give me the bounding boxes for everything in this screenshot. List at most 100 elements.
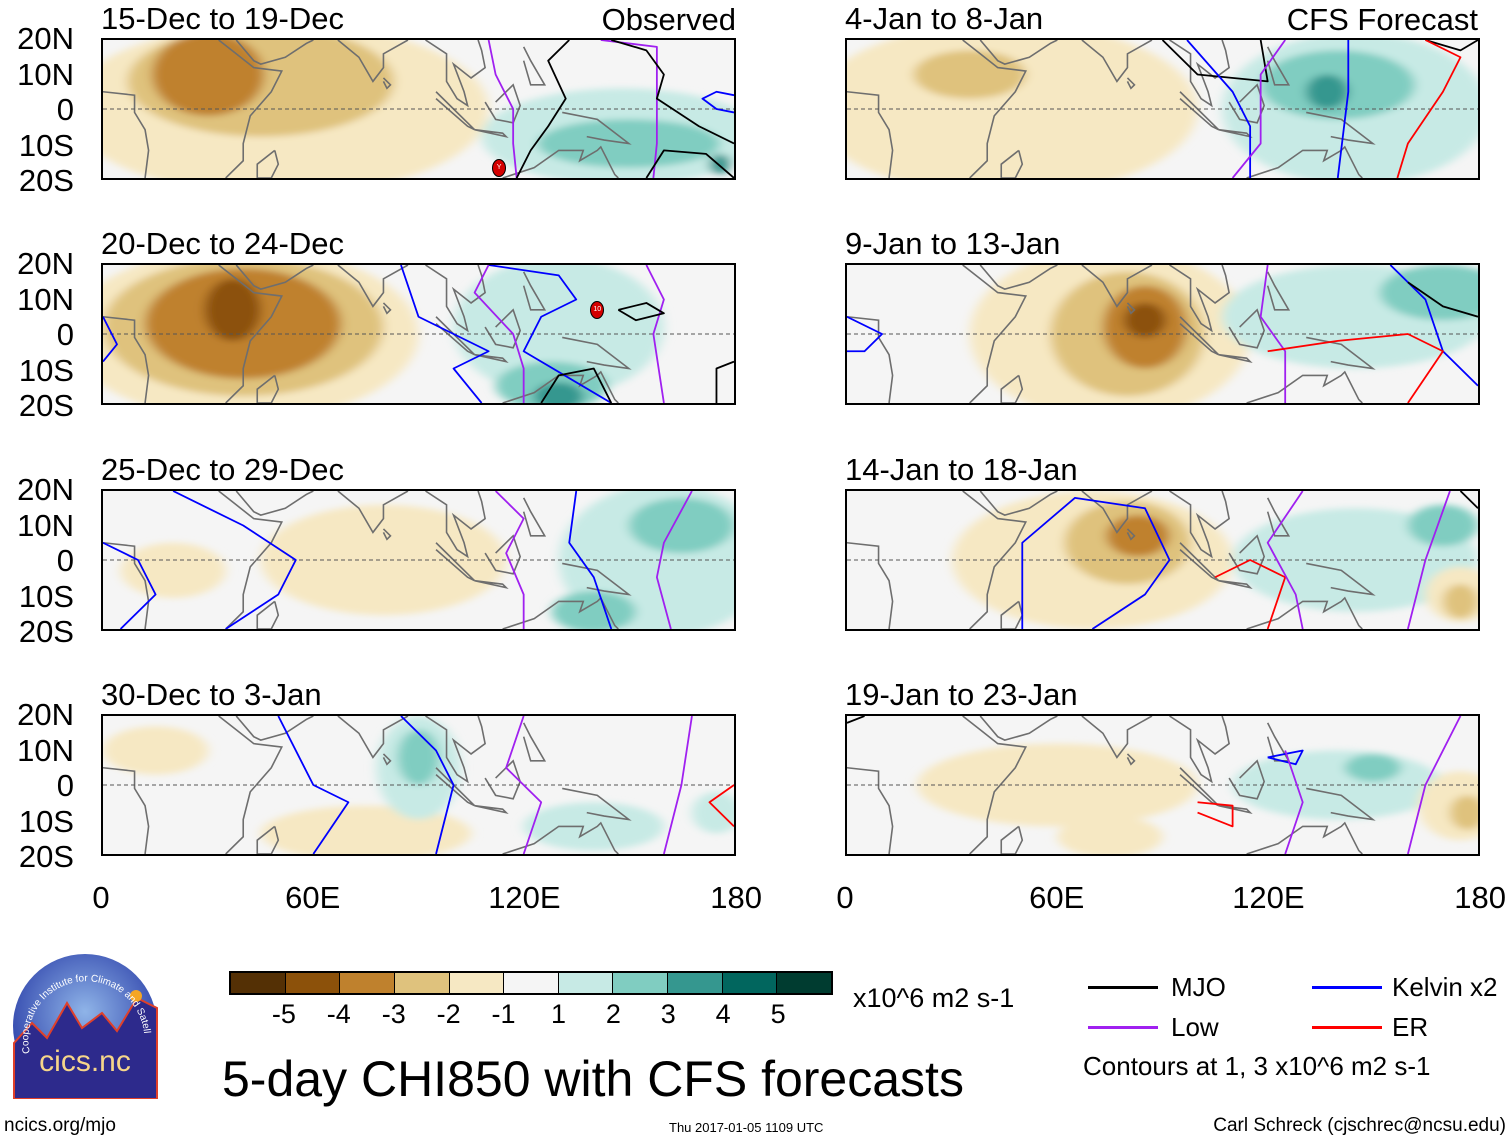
colorbar-swatch	[285, 973, 341, 993]
legend-line-low	[1088, 1026, 1158, 1029]
colorbar-swatch	[777, 973, 832, 993]
coastline	[963, 40, 1026, 178]
panel-title: 9-Jan to 13-Jan	[845, 226, 1061, 261]
lat-label: 10S	[18, 803, 74, 839]
lon-label: 60E	[285, 880, 341, 915]
coastline	[1180, 317, 1219, 355]
wet-anomaly-region	[523, 802, 664, 851]
lat-label: 0	[56, 317, 74, 352]
coastline	[219, 716, 282, 854]
lon-label: 180	[710, 880, 762, 915]
lon-label: 60E	[1029, 880, 1085, 915]
low-contour	[506, 716, 541, 854]
coastline	[847, 317, 893, 403]
kelvin-contour	[489, 265, 612, 403]
kelvin-contour	[702, 92, 734, 113]
dry-anomaly-region	[204, 278, 261, 341]
lat-label: 20N	[17, 697, 74, 732]
coastline	[1247, 823, 1363, 854]
low-contour	[1408, 716, 1461, 854]
coastline	[1170, 716, 1230, 782]
coastline	[1219, 806, 1251, 813]
kelvin-contour	[569, 491, 611, 629]
colorbar-tick-label: 4	[715, 999, 731, 1029]
coastline	[257, 375, 278, 403]
colorbar-swatch	[340, 973, 395, 993]
low-contour	[664, 716, 692, 854]
lon-label: 0	[836, 880, 854, 915]
er-contour	[1268, 334, 1443, 403]
coastline	[1247, 372, 1363, 403]
coastline	[257, 150, 278, 178]
panel-title: 19-Jan to 23-Jan	[845, 677, 1078, 712]
legend-label-low: Low	[1171, 1012, 1219, 1042]
dry-anomaly-region	[913, 50, 1026, 99]
coastline	[963, 491, 1026, 629]
figure-title: 5-day CHI850 with CFS forecasts	[222, 1051, 964, 1107]
coastline	[1127, 529, 1134, 539]
coastline	[1229, 310, 1264, 348]
dry-anomaly-region	[1123, 302, 1167, 338]
coastline	[1170, 265, 1230, 331]
lon-label: 120E	[488, 880, 561, 915]
coastline	[1268, 272, 1289, 310]
coastline	[562, 788, 629, 819]
lat-label: 20S	[18, 614, 74, 649]
tropical-cyclone-icon: 10	[590, 300, 605, 319]
er-contour	[709, 785, 734, 826]
tropical-cyclone-icon: Y	[492, 158, 507, 177]
coastline	[1127, 303, 1134, 313]
coastline	[980, 716, 1057, 740]
low-contour	[646, 265, 664, 403]
lat-label: 10S	[18, 578, 74, 614]
kelvin-contour	[173, 491, 296, 629]
coastline	[103, 768, 149, 854]
coastline	[524, 47, 545, 85]
low-contour	[1268, 491, 1303, 629]
coastline	[1306, 788, 1373, 819]
dry-anomaly-region	[1106, 515, 1170, 557]
legend-label-mjo: MJO	[1171, 972, 1226, 1002]
colorbar-tick-label: -1	[491, 999, 516, 1029]
coastline	[436, 768, 475, 806]
coastline	[485, 85, 520, 123]
mjo-contour	[1408, 282, 1478, 317]
dry-anomaly-region	[120, 542, 226, 598]
colorbar-swatch	[558, 973, 614, 993]
coastline	[383, 529, 390, 539]
lon-label: 0	[92, 880, 110, 915]
coastline	[426, 265, 486, 331]
colorbar-swatch	[504, 973, 559, 993]
lat-label: 20S	[18, 163, 74, 198]
coastline	[524, 272, 545, 310]
coastline	[436, 543, 475, 581]
coastline	[1001, 150, 1022, 178]
coastline	[338, 491, 408, 532]
colorbar-tick-label: 3	[660, 999, 676, 1029]
lat-label: 20S	[18, 839, 74, 874]
low-contour	[1285, 751, 1303, 855]
coastline	[963, 716, 1026, 854]
colorbar-tick-label: 2	[605, 999, 621, 1029]
panel-title: 20-Dec to 24-Dec	[101, 226, 344, 261]
coastline	[503, 598, 619, 629]
coastline	[436, 92, 475, 130]
coastline	[475, 581, 507, 588]
lon-label: 120E	[1232, 880, 1305, 915]
mjo-contour	[1460, 491, 1478, 508]
kelvin-contour	[1338, 40, 1349, 178]
kelvin-contour	[401, 716, 454, 854]
footer-url[interactable]: ncics.org/mjo	[4, 1115, 116, 1136]
kelvin-contour	[847, 317, 882, 352]
observed-label: Observed	[601, 2, 736, 37]
colorbar-swatch	[668, 973, 723, 993]
wet-anomaly-region	[628, 497, 734, 554]
coastline	[1306, 563, 1373, 594]
map-panel	[845, 489, 1480, 631]
coastline	[426, 40, 486, 106]
lat-label: 0	[56, 92, 74, 127]
coastline	[562, 337, 629, 368]
colorbar-swatch	[394, 973, 450, 993]
coastline	[1180, 92, 1219, 130]
legend-line-er	[1312, 1026, 1382, 1029]
